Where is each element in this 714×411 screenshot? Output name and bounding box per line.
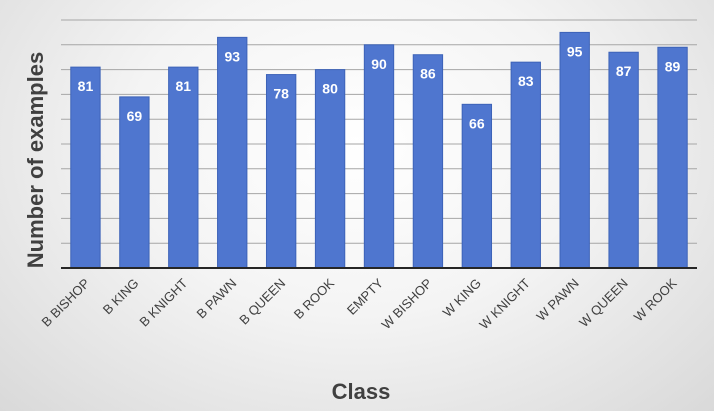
data-label: 95: [567, 43, 583, 59]
x-tick-label: EMPTY: [344, 275, 387, 318]
bar: [657, 46, 688, 269]
bar: [412, 54, 444, 269]
data-label: 86: [420, 66, 436, 82]
data-label: 87: [616, 63, 632, 79]
y-axis-title: Number of examples: [23, 52, 48, 268]
data-label: 83: [518, 73, 534, 89]
data-label: 80: [322, 81, 338, 97]
data-label: 81: [176, 78, 192, 94]
bar: [461, 103, 493, 269]
bar: [559, 31, 590, 269]
x-tick-label: W KING: [440, 276, 484, 320]
x-tick-label: W KNIGHT: [476, 275, 533, 332]
bar: [168, 66, 199, 269]
bar: [363, 44, 395, 269]
x-tick-label: W ROOK: [631, 275, 680, 324]
bar: [510, 61, 541, 269]
x-tick-label: B ROOK: [291, 275, 338, 322]
x-tick-label: B BISHOP: [39, 276, 93, 330]
x-tick-label: B QUEEN: [236, 276, 288, 328]
x-tick-label: W QUEEN: [576, 276, 631, 331]
x-axis-title: Class: [332, 379, 391, 404]
data-label: 66: [469, 115, 485, 131]
data-label: 69: [127, 108, 143, 124]
bar: [265, 74, 297, 269]
x-tick-label: B KNIGHT: [136, 275, 190, 329]
bar: [119, 96, 150, 269]
data-label: 90: [371, 56, 387, 72]
data-label: 81: [78, 78, 94, 94]
bar: [314, 69, 346, 269]
bar: [217, 36, 248, 269]
x-tick-label: W PAWN: [533, 276, 581, 324]
bar: [70, 66, 101, 269]
x-tick-label: W BISHOP: [378, 276, 435, 333]
data-label: 89: [665, 58, 681, 74]
data-label: 78: [273, 86, 289, 102]
x-tick-label: B PAWN: [194, 276, 240, 322]
data-labels: 81 69 81 93 78 80 90 86 66 83 95 87 89: [78, 43, 681, 131]
bar: [608, 51, 639, 269]
data-label: 93: [224, 48, 240, 64]
x-tick-label: B KING: [100, 276, 142, 318]
